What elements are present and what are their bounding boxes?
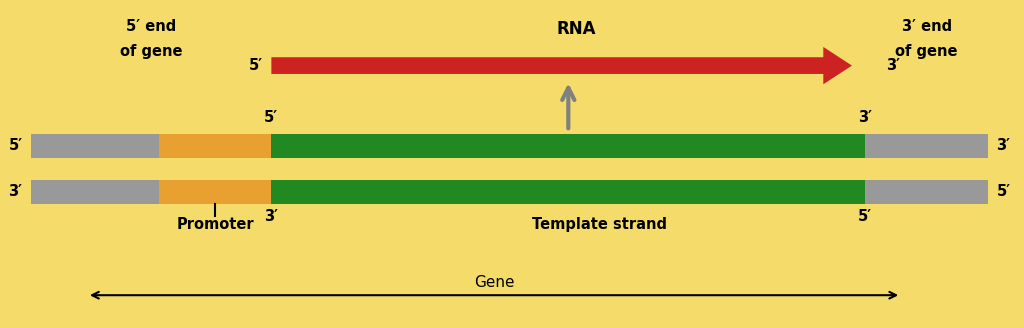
Text: of gene: of gene	[895, 44, 958, 59]
Text: 3′ end: 3′ end	[902, 19, 951, 34]
Text: 5′: 5′	[996, 184, 1011, 199]
Text: 5′: 5′	[264, 111, 279, 125]
Bar	[865, 134, 988, 158]
Text: 3′: 3′	[8, 184, 23, 199]
FancyArrow shape	[271, 47, 852, 84]
Text: 3′: 3′	[996, 138, 1011, 154]
Text: Template strand: Template strand	[531, 217, 667, 232]
Text: 5′ end: 5′ end	[126, 19, 177, 34]
Bar	[31, 179, 159, 204]
Text: 5′: 5′	[249, 58, 263, 73]
Text: Gene: Gene	[474, 275, 514, 290]
Text: 3′: 3′	[886, 58, 900, 73]
Bar	[865, 179, 988, 204]
Text: 3′: 3′	[858, 111, 872, 125]
Bar	[159, 134, 271, 158]
Bar	[271, 179, 865, 204]
Text: 5′: 5′	[8, 138, 23, 154]
Text: 5′: 5′	[858, 209, 872, 224]
Text: of gene: of gene	[120, 44, 183, 59]
Text: 3′: 3′	[264, 209, 279, 224]
Bar	[159, 179, 271, 204]
Bar	[271, 134, 865, 158]
Bar	[31, 134, 159, 158]
Text: RNA: RNA	[556, 20, 596, 38]
Text: Promoter: Promoter	[176, 217, 254, 232]
